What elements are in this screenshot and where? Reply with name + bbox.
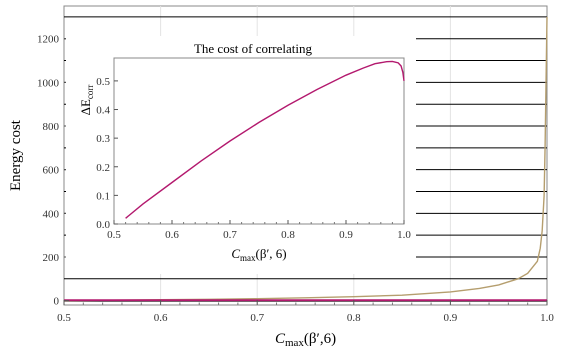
main-y-tick-label: 1200: [37, 34, 60, 46]
main-series: [63, 16, 548, 302]
inset-series-line-0: [125, 60, 405, 219]
main-y-tick-label: 0: [54, 296, 60, 308]
inset-series: [125, 60, 405, 219]
inset-y-tick-label: 0.4: [96, 105, 110, 117]
main-x-axis-label: Cmax(β′,6): [275, 331, 336, 349]
inset-x-label-args: (β′, 6): [256, 246, 287, 261]
inset-plot-frame: [113, 57, 405, 225]
main-x-tick-label: 0.8: [347, 312, 361, 324]
inset-x-label-sub: max: [240, 253, 256, 263]
main-y-tick-label: 600: [43, 165, 60, 177]
inset-chart: 0.5 0.6 0.7 0.8 0.9 1.0 0.0 0.1 0.2 0.3 0.4 0.5 Th…: [66, 36, 416, 274]
inset-title: The cost of correlating: [194, 41, 313, 56]
inset-y-label-main: ΔE: [78, 99, 93, 115]
inset-x-tick-label: 0.7: [223, 229, 237, 241]
main-x-ticks: 0.5 0.6 0.7 0.8 0.9 1.0: [57, 300, 554, 324]
inset-x-tick-label: 0.9: [339, 229, 353, 241]
inset-y-tick-label: 0.5: [96, 76, 110, 88]
main-x-tick-label: 0.9: [444, 312, 458, 324]
inset-x-tick-label: 0.8: [281, 229, 295, 241]
main-y-ticks: 0 200 400 600 800 1000 1200: [37, 34, 69, 308]
inset-y-ticks: 0.0 0.1 0.2 0.3 0.4 0.5: [96, 76, 118, 231]
inset-x-tick-label: 0.6: [165, 229, 179, 241]
main-y-axis-label: Energy cost: [8, 119, 24, 191]
inset-background: [66, 36, 416, 274]
inset-y-tick-label: 0.0: [96, 219, 110, 231]
main-y-tick-label: 800: [43, 121, 60, 133]
main-y-tick-label: 400: [43, 208, 60, 220]
main-x-tick-label: 1.0: [540, 312, 554, 324]
inset-y-tick-label: 0.2: [96, 162, 110, 174]
inset-y-label-sub: corr: [85, 85, 95, 100]
main-y-tick-label: 200: [43, 252, 60, 264]
inset-y-axis-label: ΔEcorr: [78, 85, 95, 116]
main-x-label-sub: max: [285, 337, 304, 349]
main-y-tick-label: 1000: [37, 77, 60, 89]
main-x-label-main: C: [275, 331, 286, 347]
main-x-label-args: (β′,6): [304, 331, 336, 347]
main-x-tick-label: 0.6: [154, 312, 168, 324]
inset-x-tick-label: 0.5: [107, 229, 121, 241]
inset-x-ticks: 0.5 0.6 0.7 0.8 0.9 1.0: [107, 220, 411, 241]
main-series-line-0: [63, 16, 548, 302]
inset-x-tick-label: 1.0: [397, 229, 411, 241]
inset-y-tick-label: 0.1: [96, 190, 110, 202]
inset-y-tick-label: 0.3: [96, 133, 110, 145]
inset-x-axis-label: Cmax(β′, 6): [231, 246, 286, 263]
main-x-tick-label: 0.7: [250, 312, 264, 324]
main-x-tick-label: 0.5: [57, 312, 71, 324]
inset-x-label-main: C: [231, 246, 240, 261]
